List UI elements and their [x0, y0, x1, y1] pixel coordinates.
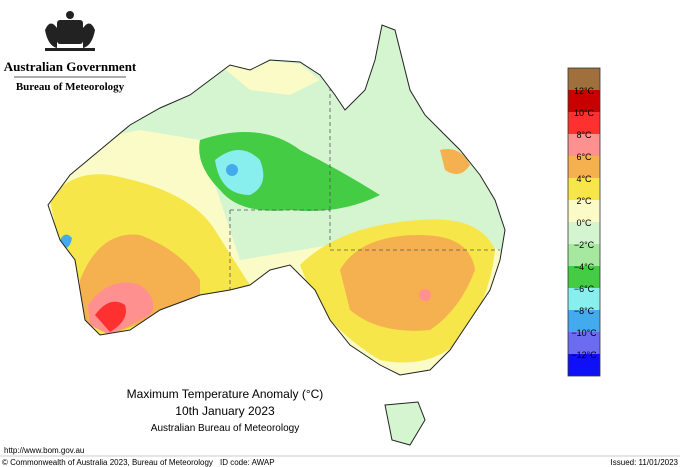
legend-swatch — [568, 310, 600, 332]
legend-label: −6°C — [574, 284, 595, 294]
legend-label: −2°C — [574, 240, 595, 250]
map-date: 10th January 2023 — [175, 404, 275, 418]
legend-swatch — [568, 90, 600, 112]
government-name: Australian Government — [4, 59, 137, 74]
legend-swatch — [568, 266, 600, 288]
legend-swatch — [568, 288, 600, 310]
legend-label: 8°C — [576, 130, 592, 140]
legend-swatch — [568, 68, 600, 90]
crest — [45, 11, 95, 51]
legend-label: −12°C — [571, 350, 597, 360]
legend-swatch — [568, 222, 600, 244]
legend-label: 10°C — [574, 108, 595, 118]
legend-label: 12°C — [574, 86, 595, 96]
footer-url: http://www.bom.gov.au — [4, 446, 84, 455]
footer-issued: Issued: 11/01/2023 — [611, 458, 679, 467]
legend-swatch — [568, 332, 600, 354]
legend-swatch — [568, 200, 600, 222]
map-source: Australian Bureau of Meteorology — [151, 423, 299, 434]
legend-swatch — [568, 354, 600, 376]
legend-label: 0°C — [576, 218, 592, 228]
footer-id: ID code: AWAP — [220, 458, 275, 467]
legend-swatch — [568, 112, 600, 134]
legend-frame — [567, 67, 601, 377]
legend-label: −8°C — [574, 306, 595, 316]
footer-copyright: © Commonwealth of Australia 2023, Bureau… — [2, 458, 213, 467]
legend-swatch — [568, 244, 600, 266]
legend-swatch — [568, 156, 600, 178]
legend-swatch — [568, 134, 600, 156]
legend-swatch — [568, 178, 600, 200]
legend: 12°C 10°C 8°C 6°C 4°C 2°C 0°C −2°C −4°C −6°C −8°C −… — [567, 67, 601, 377]
legend-label: 2°C — [576, 196, 592, 206]
legend-label: 6°C — [576, 152, 592, 162]
bureau-name: Bureau of Meteorology — [16, 81, 125, 93]
legend-label: −10°C — [571, 328, 597, 338]
map-title: Maximum Temperature Anomaly (°C) — [127, 387, 324, 401]
legend-label: −4°C — [574, 262, 595, 272]
legend-label: 4°C — [576, 174, 592, 184]
